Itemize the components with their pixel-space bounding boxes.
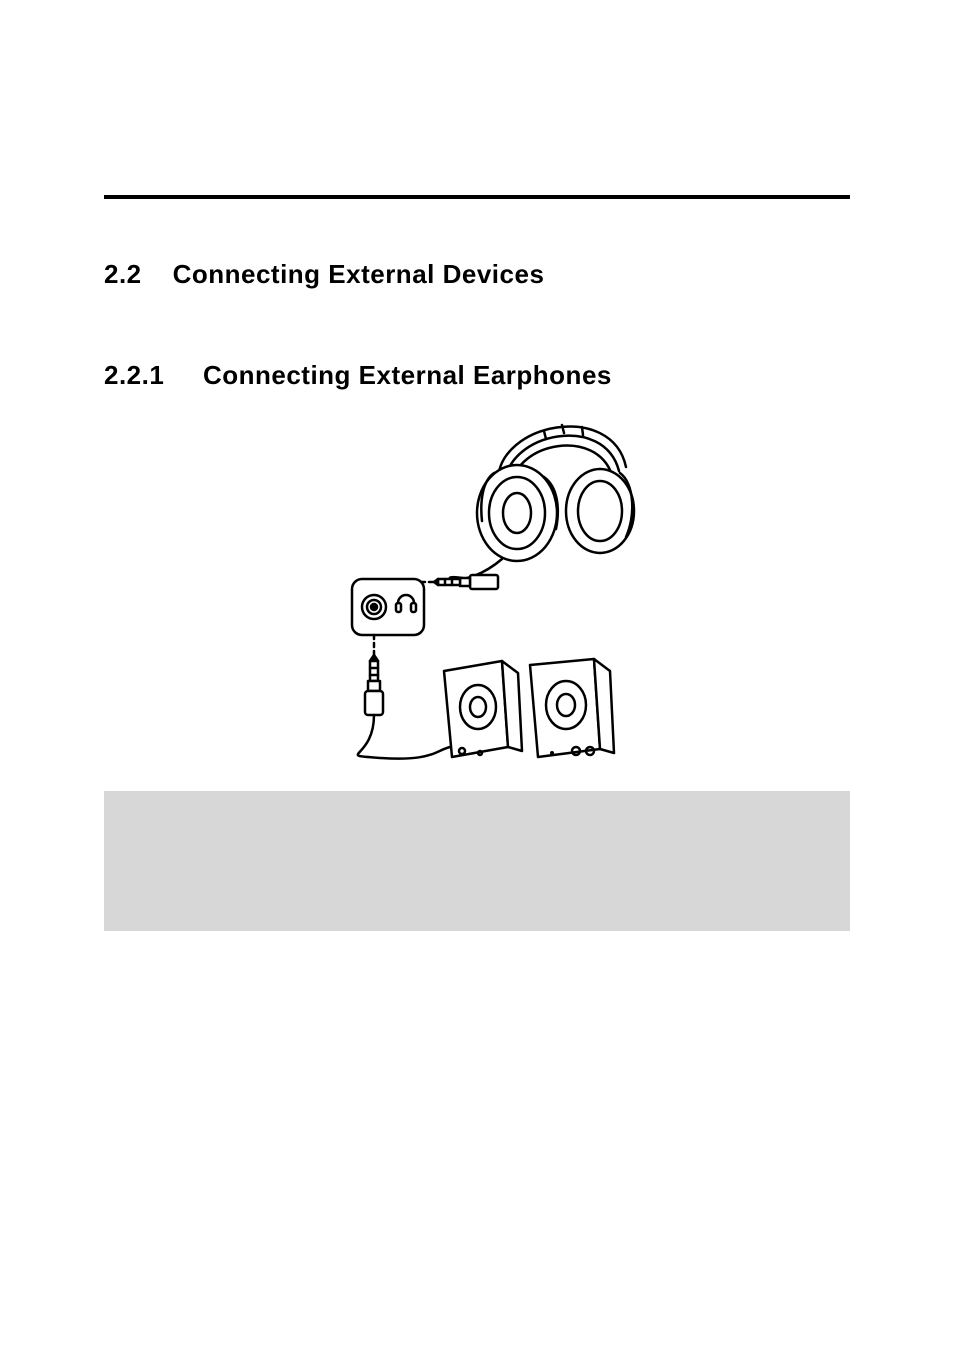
audio-connection-diagram-icon xyxy=(312,403,642,773)
speakers-icon xyxy=(444,659,614,757)
headphone-jack-device-icon xyxy=(352,579,424,635)
audio-plug-top-icon xyxy=(434,575,498,589)
section-rule xyxy=(104,195,850,199)
heading-2-2-text: Connecting External Devices xyxy=(173,259,545,289)
heading-2-2: 2.2 Connecting External Devices xyxy=(104,259,850,290)
heading-2-2-1: 2.2.1 Connecting External Earphones xyxy=(104,360,850,391)
heading-2-2-1-text: Connecting External Earphones xyxy=(203,360,612,390)
headphones-icon xyxy=(386,425,634,598)
heading-2-2-number: 2.2 xyxy=(104,259,142,289)
heading-2-2-1-number: 2.2.1 xyxy=(104,360,164,390)
connection-figure xyxy=(104,403,850,773)
audio-plug-bottom-icon xyxy=(365,655,383,715)
note-box xyxy=(104,791,850,931)
